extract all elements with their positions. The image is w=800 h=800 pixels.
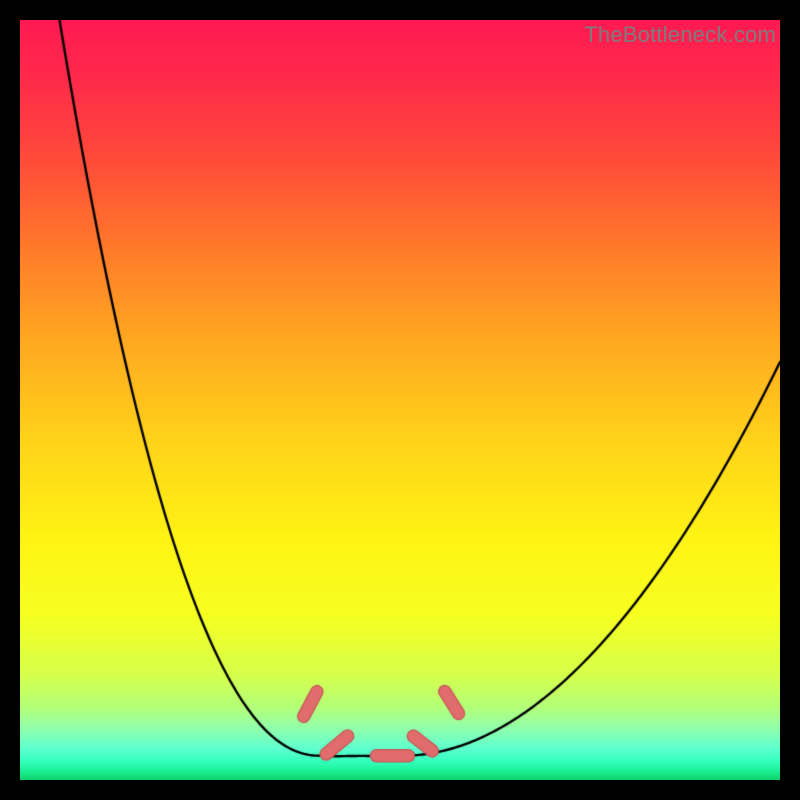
plot-canvas [20,20,780,780]
watermark-label: TheBottleneck.com [584,22,776,48]
chart-stage: TheBottleneck.com [0,0,800,800]
plot-frame [20,20,780,780]
